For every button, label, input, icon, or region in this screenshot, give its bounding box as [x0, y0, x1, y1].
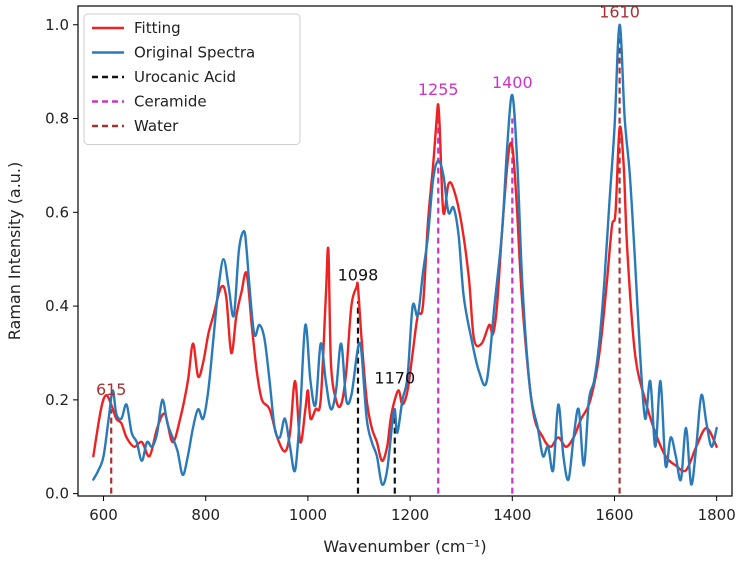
legend-label: Urocanic Acid [134, 68, 236, 86]
legend-box [83, 13, 301, 145]
x-tick-label: 1000 [289, 506, 327, 524]
legend-label: Ceramide [134, 93, 207, 111]
x-tick-label: 800 [191, 506, 220, 524]
x-tick-label: 600 [89, 506, 118, 524]
legend-label: Original Spectra [134, 44, 255, 62]
y-tick-label: 0.6 [45, 203, 69, 221]
peak-label-1255: 1255 [418, 80, 459, 99]
x-tick-label: 1200 [391, 506, 429, 524]
y-tick-label: 0.2 [45, 391, 69, 409]
y-axis-label: Raman Intensity (a.u.) [5, 162, 24, 341]
x-tick-label: 1400 [493, 506, 531, 524]
y-tick-label: 1.0 [45, 16, 69, 34]
x-tick-label: 1800 [698, 506, 736, 524]
y-tick-label: 0.4 [45, 297, 69, 315]
y-tick-label: 0.8 [45, 110, 69, 128]
legend-label: Water [134, 117, 179, 135]
x-axis-label: Wavenumber (cm⁻¹) [323, 537, 486, 556]
peak-label-615: 615 [96, 380, 127, 399]
peak-label-1610: 1610 [599, 3, 640, 22]
peak-label-1170: 1170 [374, 368, 415, 387]
legend-label: Fitting [134, 19, 181, 37]
series-line-original-spectra [92, 23, 718, 486]
series-line-fitting [92, 103, 718, 473]
y-tick-label: 0.0 [45, 485, 69, 503]
peak-label-1098: 1098 [338, 265, 379, 284]
x-tick-label: 1600 [595, 506, 633, 524]
plot-frame [77, 5, 733, 497]
peak-label-1400: 1400 [492, 73, 533, 92]
